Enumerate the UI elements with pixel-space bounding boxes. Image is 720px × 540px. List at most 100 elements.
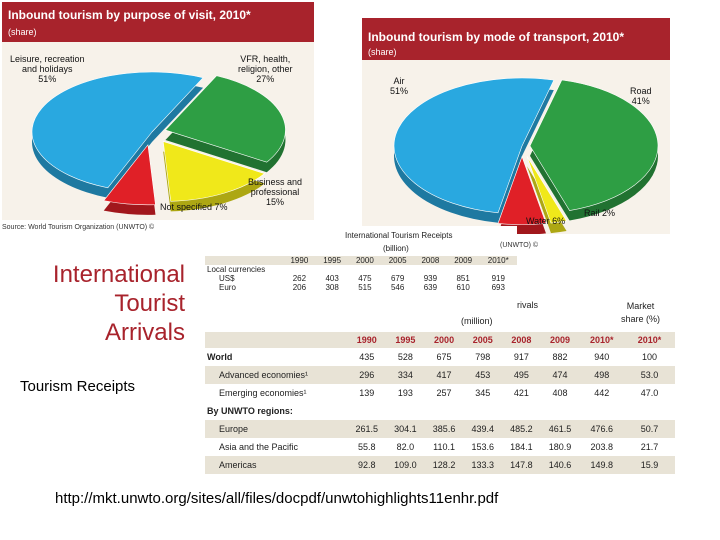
receipts-row-label: US$ — [219, 274, 235, 283]
table-row: Asia and the Pacific 55.8 82.0 110.1 153… — [205, 438, 675, 456]
arrivals-row-label: Asia and the Pacific — [219, 442, 299, 452]
table-cell: 308 — [325, 283, 339, 292]
source-url[interactable]: http://mkt.unwto.org/sites/all/files/doc… — [55, 490, 499, 507]
purpose-chart-subtitle: (share) — [8, 27, 37, 37]
arrivals-col-share: 2010* — [637, 335, 662, 345]
receipts-col-2000: 2000 — [355, 256, 374, 265]
receipts-source-marker: (UNWTO) © — [500, 242, 539, 249]
table-cell: 546 — [390, 283, 405, 292]
arrivals-title-fragment: rivals — [517, 300, 539, 310]
table-cell: 193 — [397, 388, 413, 398]
table-cell: 461.5 — [548, 424, 572, 434]
pie-slice-water — [497, 155, 547, 225]
receipts-section-row: Local currencies — [205, 265, 517, 274]
arrivals-row-label: Emerging economies¹ — [219, 388, 307, 398]
table-cell: 675 — [436, 352, 452, 362]
table-cell: 82.0 — [396, 442, 415, 452]
business-label: Business and professional 15% — [248, 177, 303, 207]
table-cell: 421 — [513, 388, 529, 398]
arrivals-row-label: Americas — [219, 460, 257, 470]
table-cell: 476.6 — [590, 424, 613, 434]
arrivals-col-1990: 1990 — [356, 335, 377, 345]
table-cell: 939 — [423, 274, 438, 283]
receipts-unit: (billion) — [383, 244, 409, 253]
pie-slice-business-and-professional — [162, 141, 266, 202]
table-cell: 47.0 — [640, 388, 659, 398]
table-cell: 128.2 — [432, 460, 456, 470]
market-share-header: Market share (%) — [621, 301, 661, 324]
arrivals-header-row: 1990 1995 2000 2005 2008 2009 2010* 2010… — [205, 332, 675, 348]
arrivals-row-label: Advanced economies¹ — [219, 370, 309, 380]
table-cell: 140.6 — [548, 460, 572, 470]
slide-title: International Tourist Arrivals — [52, 261, 185, 346]
arrivals-col-2000: 2000 — [434, 335, 455, 345]
table-cell: 882 — [552, 352, 568, 362]
table-cell: 100 — [642, 352, 658, 362]
table-cell: 92.8 — [357, 460, 376, 470]
table-row: US$ 262 403 475 679 939 851 919 — [205, 274, 517, 283]
table-cell: 304.1 — [394, 424, 417, 434]
air-label: Air 51% — [390, 76, 409, 96]
transport-chart-subtitle: (share) — [368, 47, 397, 57]
vfr-label: VFR, health, religion, other 27% — [238, 54, 293, 84]
table-row: Europe 261.5 304.1 385.6 439.4 485.2 461… — [205, 420, 675, 438]
table-cell: 408 — [552, 388, 568, 398]
mode-of-transport-panel: Inbound tourism by mode of transport, 20… — [362, 18, 670, 234]
rail-label: Rail 2% — [584, 208, 616, 218]
arrivals-col-2008: 2008 — [511, 335, 532, 345]
table-row: Emerging economies¹ 139 193 257 345 421 … — [205, 384, 675, 402]
purpose-pie-chart — [31, 71, 286, 215]
table-cell: 528 — [397, 352, 413, 362]
table-cell: 453 — [475, 370, 491, 380]
road-label: Road 41% — [630, 86, 652, 106]
table-cell: 203.8 — [590, 442, 613, 452]
table-cell: 851 — [456, 274, 470, 283]
table-cell: 403 — [325, 274, 339, 283]
table-cell: 110.1 — [433, 442, 455, 452]
table-cell: 139 — [359, 388, 375, 398]
table-cell: 417 — [436, 370, 452, 380]
table-cell: 917 — [513, 352, 529, 362]
table-cell: 345 — [475, 388, 491, 398]
table-cell: 180.9 — [548, 442, 572, 452]
table-cell: 149.8 — [590, 460, 613, 470]
receipts-col-1995: 1995 — [323, 256, 342, 265]
table-cell: 147.8 — [510, 460, 533, 470]
table-cell: 940 — [594, 352, 610, 362]
tourism-receipts-label: Tourism Receipts — [20, 378, 136, 395]
table-cell: 261.5 — [355, 424, 379, 434]
receipts-section-label: Local currencies — [207, 265, 266, 274]
table-cell: 53.0 — [640, 370, 659, 380]
table-cell: 206 — [292, 283, 307, 292]
table-cell: 257 — [436, 388, 452, 398]
table-cell: 919 — [491, 274, 505, 283]
arrivals-unit: (million) — [461, 316, 493, 326]
purpose-chart-title: Inbound tourism by purpose of visit, 201… — [8, 8, 251, 22]
transport-chart-title: Inbound tourism by mode of transport, 20… — [368, 30, 625, 44]
table-row: Euro 206 308 515 546 639 610 693 — [205, 283, 517, 292]
table-cell: 15.9 — [640, 460, 659, 470]
arrivals-table-panel: rivals (million) Market share (%) 1990 19… — [205, 296, 675, 492]
table-cell: 693 — [491, 283, 505, 292]
table-cell: 435 — [359, 352, 375, 362]
receipts-col-2008: 2008 — [421, 256, 440, 265]
arrivals-row-label: Europe — [219, 424, 249, 434]
table-cell: 55.8 — [357, 442, 376, 452]
table-cell: 109.0 — [394, 460, 417, 470]
not-specified-label: Not specified 7% — [160, 202, 228, 212]
transport-pie-chart — [393, 77, 659, 234]
table-cell: 474 — [552, 370, 568, 380]
pie-slice-rail — [526, 156, 568, 224]
receipts-col-2005: 2005 — [388, 256, 407, 265]
table-cell: 21.7 — [640, 442, 659, 452]
table-cell: 610 — [456, 283, 470, 292]
pie-slice-road — [529, 79, 659, 211]
arrivals-table: 1990 1995 2000 2005 2008 2009 2010* 2010… — [205, 332, 675, 474]
receipts-header-row: 1990 1995 2000 2005 2008 2009 2010* — [205, 256, 517, 265]
table-cell: 515 — [358, 283, 372, 292]
table-cell: 485.2 — [510, 424, 533, 434]
table-cell: 50.7 — [640, 424, 659, 434]
table-cell: 495 — [513, 370, 529, 380]
table-cell: 442 — [594, 388, 610, 398]
table-cell: 639 — [423, 283, 438, 292]
